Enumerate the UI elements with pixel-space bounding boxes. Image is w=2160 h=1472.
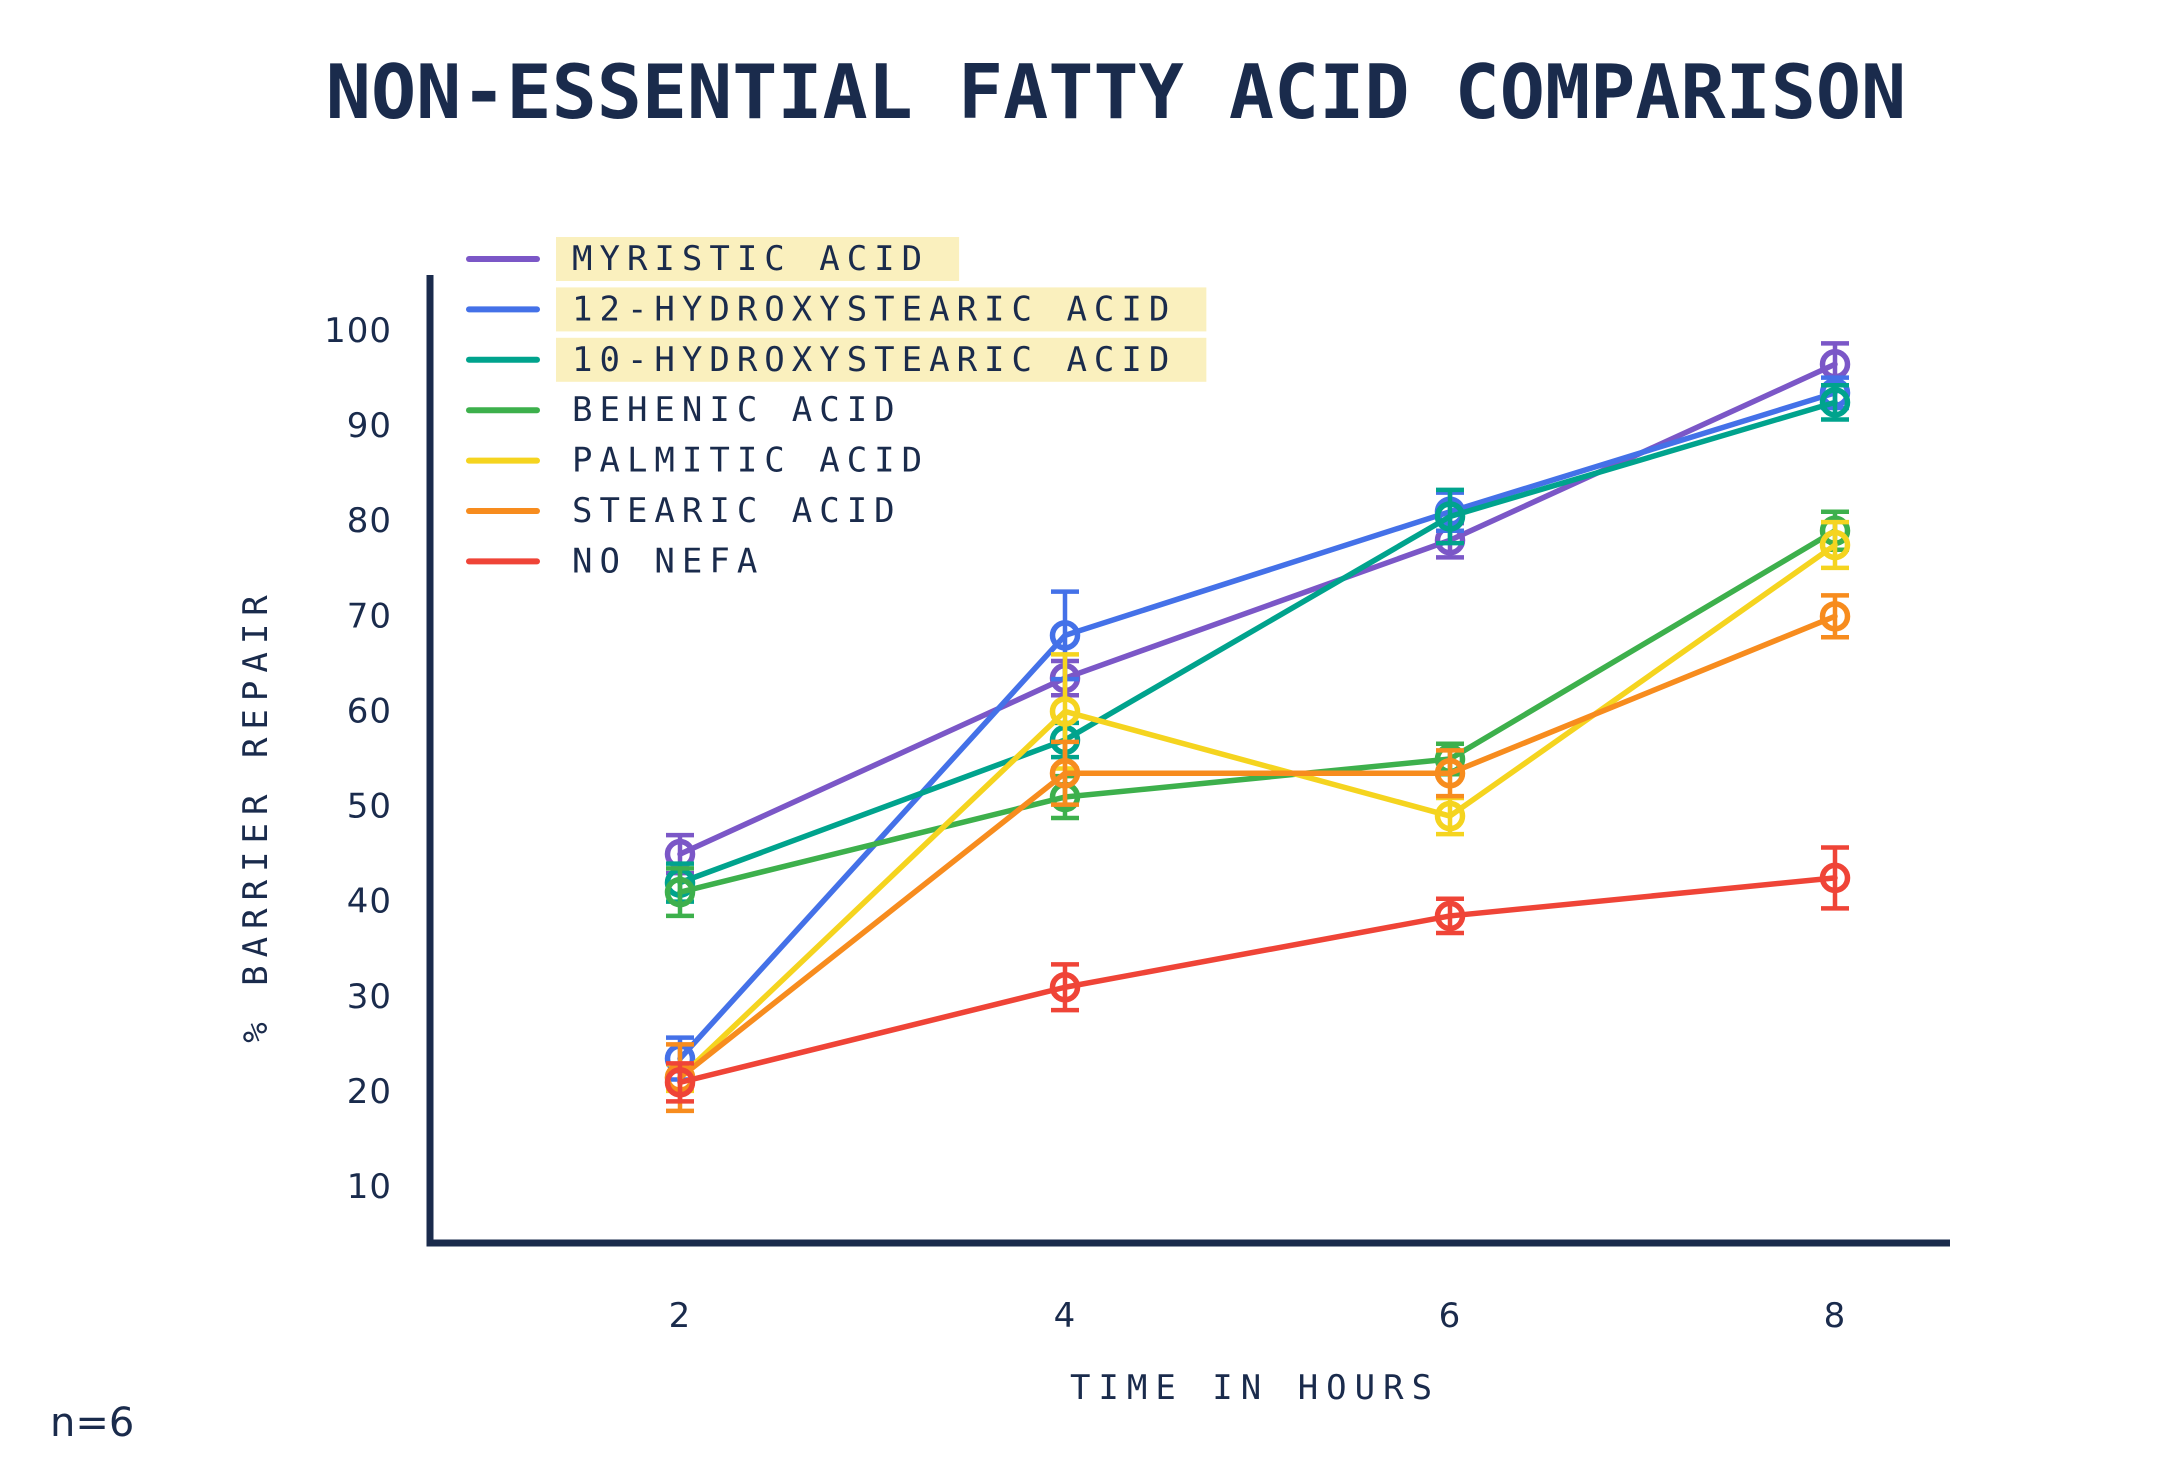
y-tick-label: 100	[324, 311, 392, 351]
data-point-behenic-acid	[664, 876, 696, 908]
legend-label: PALMITIC ACID	[572, 441, 929, 481]
series-line-stearic-acid	[677, 613, 1838, 1081]
legend-highlight	[556, 237, 960, 281]
data-point-palmitic-acid	[1819, 529, 1851, 561]
y-tick-label: 80	[347, 501, 392, 541]
y-tick-label: 70	[347, 596, 392, 636]
legend-label: 12-HYDROXYSTEARIC ACID	[572, 289, 1176, 329]
sample-size-note: n=6	[50, 1400, 135, 1446]
y-tick-label: 60	[347, 691, 392, 731]
series-line-no-nefa	[677, 875, 1838, 1086]
x-tick-label: 2	[669, 1296, 692, 1336]
y-axis-label: % BARRIER REPAIR	[236, 587, 276, 1043]
data-point-12-hydroxystearic-acid	[1049, 620, 1081, 651]
y-tick-label: 50	[347, 787, 392, 827]
x-tick-label: 8	[1824, 1296, 1847, 1336]
data-point-10-hydroxystearic-acid	[1819, 387, 1851, 418]
legend-label: MYRISTIC ACID	[572, 239, 929, 279]
chart-title: NON-ESSENTIAL FATTY ACID COMPARISON	[325, 48, 1907, 136]
x-axis-label: TIME IN HOURS	[1069, 1368, 1441, 1408]
series-line-behenic-acid	[677, 527, 1838, 895]
y-tick-label: 20	[347, 1072, 392, 1112]
data-point-no-nefa	[664, 1067, 696, 1098]
data-point-10-hydroxystearic-acid	[1434, 501, 1466, 532]
legend-label: STEARIC ACID	[572, 491, 902, 531]
axis-spines	[426, 275, 1950, 1247]
series-line-10-hydroxystearic-acid	[677, 399, 1838, 886]
y-tick-label: 10	[347, 1167, 392, 1207]
legend-highlight	[556, 337, 1207, 382]
legend-label: BEHENIC ACID	[572, 390, 902, 430]
data-point-no-nefa	[1049, 972, 1081, 1003]
data-point-no-nefa	[1434, 900, 1466, 932]
y-tick-label: 90	[347, 406, 392, 446]
legend-highlight	[556, 287, 1207, 332]
series-line-palmitic-acid	[677, 542, 1838, 1081]
x-tick-label: 4	[1054, 1296, 1077, 1336]
data-point-palmitic-acid	[1049, 696, 1081, 727]
data-point-stearic-acid	[1434, 758, 1466, 789]
legend-label: 10-HYDROXYSTEARIC ACID	[572, 340, 1176, 380]
y-tick-label: 30	[347, 977, 392, 1017]
data-point-palmitic-acid	[1434, 800, 1466, 832]
legend-label: NO NEFA	[572, 541, 764, 581]
y-tick-label: 40	[347, 882, 392, 922]
data-point-stearic-acid	[1049, 758, 1081, 789]
data-point-stearic-acid	[1819, 601, 1851, 632]
x-tick-label: 6	[1439, 1296, 1462, 1336]
data-point-no-nefa	[1819, 862, 1851, 894]
